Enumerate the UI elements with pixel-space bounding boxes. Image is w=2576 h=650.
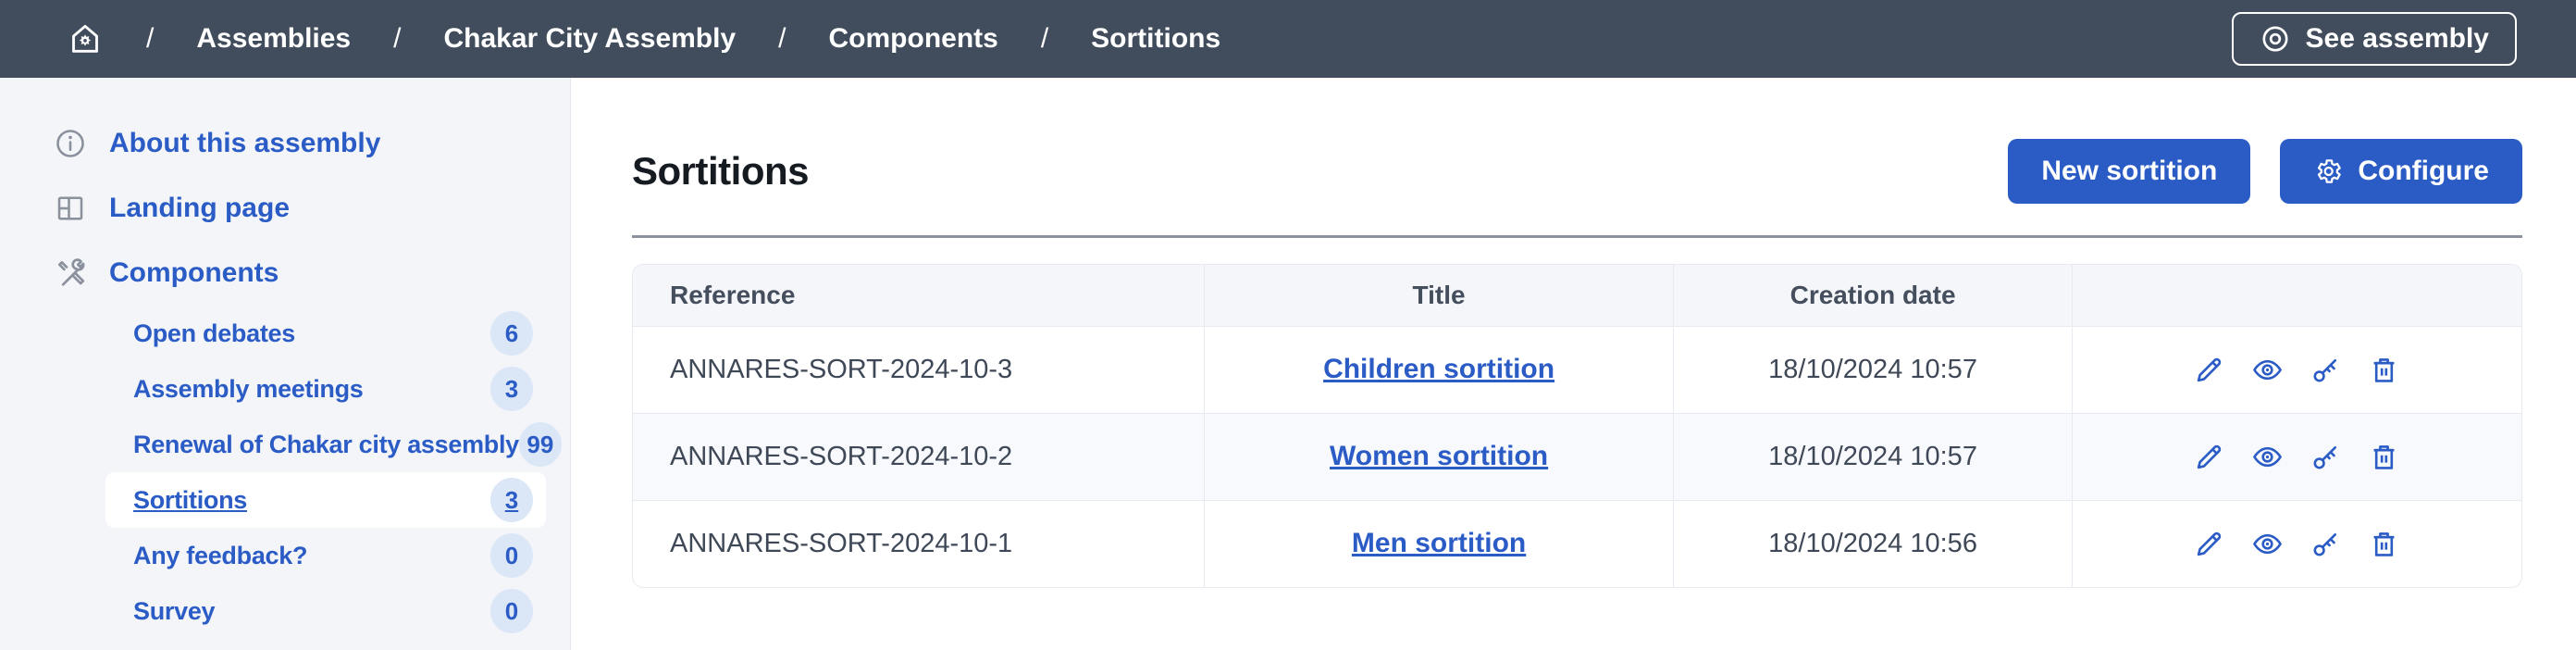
sidebar-item-open-debates[interactable]: Open debates 6 [105, 306, 546, 361]
sidebar-subitem-label: Renewal of Chakar city assembly [133, 430, 519, 458]
sidebar-item-survey[interactable]: Survey 0 [105, 583, 546, 639]
trash-icon [2368, 528, 2400, 560]
sidebar-item-renewal-of-chakar-city-assembly[interactable]: Renewal of Chakar city assembly 99 [105, 417, 562, 472]
trash-icon [2368, 441, 2400, 473]
title-cell: Men sortition [1204, 500, 1675, 587]
table-header-row: Reference Title Creation date [633, 265, 2521, 326]
delete-trash-button[interactable] [2368, 354, 2400, 386]
permissions-key-button[interactable] [2310, 354, 2342, 386]
gear-icon [2313, 156, 2343, 186]
table-row: ANNARES-SORT-2024-10-1 Men sortition 18/… [633, 500, 2521, 587]
count-badge: 99 [518, 422, 562, 467]
sidebar-item-label: Landing page [109, 193, 290, 223]
breadcrumb-item[interactable]: Assemblies [196, 23, 352, 54]
edit-button[interactable] [2193, 354, 2225, 386]
eye-icon [2251, 354, 2284, 386]
edit-button[interactable] [2193, 528, 2225, 560]
breadcrumb-item[interactable]: Chakar City Assembly [443, 23, 737, 54]
sidebar-subitem-label: Any feedback? [133, 541, 308, 569]
sidebar-item-label: About this assembly [109, 128, 381, 158]
delete-trash-button[interactable] [2368, 528, 2400, 560]
column-header-creation-date: Creation date [1673, 265, 2073, 326]
home-link[interactable] [67, 20, 104, 57]
column-header-reference: Reference [633, 265, 1205, 326]
page-title: Sortitions [632, 149, 810, 193]
count-badge: 3 [490, 478, 533, 522]
preview-eye-button[interactable] [2251, 528, 2284, 560]
count-badge: 0 [490, 589, 533, 633]
pencil-icon [2193, 441, 2225, 473]
key-icon [2310, 528, 2342, 560]
count-badge: 3 [490, 367, 533, 411]
sidebar-subitem-label: Survey [133, 596, 216, 625]
count-badge: 6 [490, 311, 533, 356]
new-sortition-button[interactable]: New sortition [2008, 139, 2251, 204]
breadcrumb-separator: / [146, 23, 155, 54]
reference-cell: ANNARES-SORT-2024-10-3 [633, 326, 1205, 413]
main-content: Sortitions New sortition Configure [571, 78, 2576, 650]
table-row: ANNARES-SORT-2024-10-2 Women sortition 1… [633, 413, 2521, 500]
layout-icon [54, 192, 87, 225]
preview-eye-button[interactable] [2251, 354, 2284, 386]
column-header-actions [2072, 265, 2521, 326]
table-row: ANNARES-SORT-2024-10-3 Children sortitio… [633, 326, 2521, 413]
sidebar-item-any-feedback[interactable]: Any feedback? 0 [105, 528, 546, 583]
sortition-title-link[interactable]: Women sortition [1330, 441, 1549, 471]
eye-circle-icon [2260, 23, 2291, 55]
title-cell: Women sortition [1204, 413, 1675, 500]
breadcrumb-item[interactable]: Sortitions [1091, 23, 1221, 54]
sortitions-table-body: ANNARES-SORT-2024-10-3 Children sortitio… [633, 326, 2521, 587]
home-gear-icon [67, 20, 104, 57]
creation-date-cell: 18/10/2024 10:57 [1673, 413, 2073, 500]
creation-date-cell: 18/10/2024 10:57 [1673, 326, 2073, 413]
title-divider [632, 235, 2522, 238]
column-header-title: Title [1204, 265, 1675, 326]
permissions-key-button[interactable] [2310, 528, 2342, 560]
sidebar: About this assembly Landing page [0, 78, 571, 650]
sortitions-table: Reference Title Creation date ANNARES-SO… [632, 264, 2522, 588]
see-assembly-button[interactable]: See assembly [2231, 12, 2517, 66]
sidebar-item-label: Components [109, 257, 279, 288]
pencil-icon [2193, 354, 2225, 386]
sidebar-item-about-this-assembly[interactable]: About this assembly [0, 111, 570, 176]
reference-cell: ANNARES-SORT-2024-10-2 [633, 413, 1205, 500]
sidebar-item-sortitions[interactable]: Sortitions 3 [105, 472, 546, 528]
creation-date-cell: 18/10/2024 10:56 [1673, 500, 2073, 587]
configure-button[interactable]: Configure [2280, 139, 2522, 204]
delete-trash-button[interactable] [2368, 441, 2400, 473]
sortition-title-link[interactable]: Children sortition [1323, 354, 1555, 384]
reference-cell: ANNARES-SORT-2024-10-1 [633, 500, 1205, 587]
topbar: / Assemblies / Chakar City Assembly / Compone… [0, 0, 2576, 78]
edit-button[interactable] [2193, 441, 2225, 473]
preview-eye-button[interactable] [2251, 441, 2284, 473]
sidebar-subitem-label: Assembly meetings [133, 374, 364, 403]
info-icon [54, 127, 87, 160]
tools-icon [54, 256, 87, 290]
sortition-title-link[interactable]: Men sortition [1351, 528, 1527, 559]
breadcrumb: / Assemblies / Chakar City Assembly / Compone… [67, 20, 1220, 57]
sidebar-item-components[interactable]: Components [0, 241, 570, 306]
configure-label: Configure [2358, 156, 2489, 186]
breadcrumb-separator: / [1040, 23, 1049, 54]
permissions-key-button[interactable] [2310, 441, 2342, 473]
trash-icon [2368, 354, 2400, 386]
eye-icon [2251, 528, 2284, 560]
sidebar-subitems: Open debates 6 Assembly meetings 3 Renew… [0, 306, 570, 639]
eye-icon [2251, 441, 2284, 473]
sidebar-subitem-label: Open debates [133, 319, 295, 347]
see-assembly-label: See assembly [2305, 23, 2489, 54]
count-badge: 0 [490, 533, 533, 578]
new-sortition-label: New sortition [2041, 156, 2218, 186]
key-icon [2310, 354, 2342, 386]
title-cell: Children sortition [1204, 326, 1675, 413]
key-icon [2310, 441, 2342, 473]
sidebar-item-landing-page[interactable]: Landing page [0, 176, 570, 241]
sidebar-subitem-label: Sortitions [133, 485, 247, 514]
sidebar-item-assembly-meetings[interactable]: Assembly meetings 3 [105, 361, 546, 417]
breadcrumb-separator: / [778, 23, 786, 54]
breadcrumb-separator: / [393, 23, 402, 54]
breadcrumb-item[interactable]: Components [828, 23, 998, 54]
pencil-icon [2193, 528, 2225, 560]
